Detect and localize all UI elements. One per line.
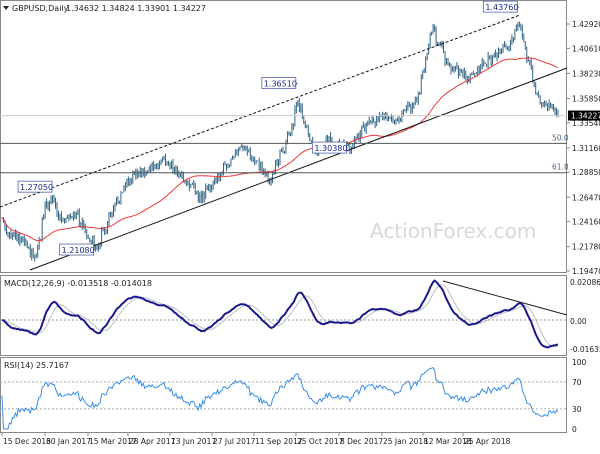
x-tick-label: 12 Mar 2018 — [424, 437, 472, 446]
price-annotation-box — [261, 77, 297, 89]
price-annotation-label: 1.21080 — [62, 246, 95, 255]
price-annotation-box — [59, 243, 95, 256]
price-annotation-box — [17, 180, 53, 193]
rsi-line — [1, 367, 559, 430]
rsi-tick-label: 100 — [572, 358, 587, 367]
price-annotation-label: 1.30380 — [314, 144, 347, 153]
macd-label: MACD(12,26,9) -0.013518 -0.014018 — [4, 279, 152, 288]
y-tick-label: 1.19470 — [572, 267, 600, 276]
y-tick-label: 1.42920 — [572, 20, 600, 29]
price-annotation-label: 1.43760 — [485, 3, 518, 12]
current-price-tag — [568, 110, 600, 121]
price-annotation-box — [311, 141, 347, 154]
macd-main-line — [1, 279, 559, 349]
current-price-label: 1.34227 — [571, 112, 600, 121]
price-annotation-label: 1.36510 — [264, 80, 297, 89]
x-tick-label: 15 Mar 2017 — [89, 437, 137, 446]
x-tick-label: 25 Jan 2018 — [383, 437, 428, 446]
y-tick-label: 1.26470 — [572, 193, 600, 202]
y-tick-label: 1.38230 — [572, 69, 600, 78]
macd-tick-label: 0.00 — [570, 317, 587, 326]
price-panel — [0, 0, 567, 273]
header-ohlc: 1.34632 1.34824 1.33901 1.34227 — [66, 4, 206, 13]
macd-tick-label: 0.020861 — [570, 278, 600, 287]
x-tick-label: 28 Apr 2017 — [129, 437, 176, 446]
macd-trend-line — [442, 280, 568, 316]
macd-tick-label: -0.016357 — [570, 345, 600, 354]
x-tick-label: 11 Sep 2017 — [255, 437, 303, 446]
x-tick-label: 25 Apr 2018 — [464, 437, 511, 446]
dropdown-triangle-icon[interactable] — [3, 6, 9, 10]
rsi-tick-label: 70 — [572, 378, 582, 387]
header-symbol: GBPUSD,Daily — [12, 4, 69, 13]
x-tick-label: 30 Jan 2017 — [46, 437, 91, 446]
price-annotation-label: 1.27050 — [20, 183, 53, 192]
x-tick-label: 25 Oct 2017 — [297, 437, 344, 446]
x-tick-label: 8 Dec 2017 — [340, 437, 383, 446]
rsi-panel — [0, 357, 567, 433]
x-tick-label: 15 Dec 2016 — [3, 437, 51, 446]
y-tick-label: 1.40610 — [572, 44, 600, 53]
price-annotation-box — [482, 0, 518, 13]
channel-resistance-line — [0, 14, 521, 208]
y-tick-label: 1.24160 — [572, 218, 600, 227]
y-tick-label: 1.31160 — [572, 144, 600, 153]
rsi-tick-label: 0 — [572, 425, 577, 434]
x-tick-label: 13 Jun 2017 — [171, 437, 216, 446]
moving-average-line — [1, 57, 559, 242]
rsi-tick-label: 30 — [572, 405, 582, 414]
rsi-label: RSI(14) 25.7167 — [4, 361, 69, 370]
channel-support-line — [29, 67, 568, 271]
fib-level-label: 50.0 — [552, 133, 569, 142]
y-tick-label: 1.28850 — [572, 168, 600, 177]
watermark: ActionForex.com — [370, 219, 536, 243]
x-tick-label: 27 Jul 2017 — [213, 437, 256, 446]
y-tick-label: 1.21780 — [572, 243, 600, 252]
macd-signal-line — [1, 284, 559, 347]
fib-level-label: 61.8 — [552, 163, 569, 172]
y-tick-label: 1.33540 — [572, 119, 600, 128]
y-tick-label: 1.35850 — [572, 94, 600, 103]
